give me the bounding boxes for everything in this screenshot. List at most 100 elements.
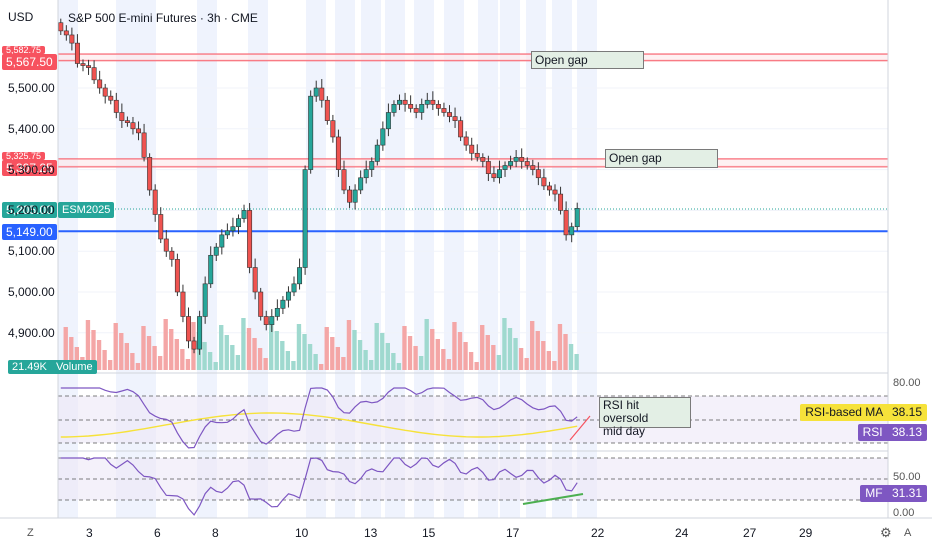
price-tick-label: 4,900.00 [8,325,55,340]
volume-bar [463,342,468,370]
rsi-ma-label: RSI-based MA [805,405,883,419]
volume-value: 21.49K [12,361,47,373]
currency-label[interactable]: USD [8,10,34,24]
volume-bar [474,362,479,370]
candle-body [191,340,197,350]
rsi-note-line-1: RSI hit oversold [603,398,649,425]
candle-body [435,104,441,109]
mf-mid-level: 50.00 [893,471,921,483]
candle-body [447,112,452,117]
rsi-panel [58,387,888,452]
rsi-ma-line [60,412,578,438]
candle-body [441,108,447,113]
rsi-line [60,387,578,449]
price-label-last: 5,205.00 [2,202,57,218]
time-tick-label: 13 [364,526,378,540]
volume-bar [157,356,163,370]
volume-bar [552,361,557,370]
candle-body [502,165,508,170]
volume-bar [319,364,324,370]
volume-bar [435,339,440,370]
candle-body [247,210,253,268]
candle-body [108,95,114,101]
candle-body [558,193,564,211]
candle-body [469,144,475,154]
time-axis-right-button[interactable]: A [904,527,912,539]
session-band [500,0,520,518]
volume-bar [113,323,118,370]
candle-body [508,161,514,166]
open-gap-note-1[interactable]: Open gap [531,51,644,69]
open-gap-note-2[interactable]: Open gap [605,149,718,168]
candle-body [86,65,92,68]
volume-bar [107,360,113,370]
candle-body [408,104,414,109]
volume-bar [257,348,263,370]
candle-body [202,283,208,317]
time-tick-label: 10 [295,526,309,540]
session-band [116,0,136,518]
candle-body [180,291,186,317]
volume-bar [224,335,229,370]
candle-body [385,112,391,130]
volume-bar [357,340,363,370]
time-axis-left-button[interactable]: Z [27,527,34,539]
candle-body [430,99,436,105]
volume-bar [502,318,507,370]
volume-bar [385,343,390,370]
candle-body [485,161,491,174]
volume-bar [430,329,435,370]
volume-bar [380,333,385,370]
candle-body [163,238,169,252]
candle-body [285,291,291,301]
volume-bar [202,342,207,370]
candle-body [374,144,380,162]
volume-label: Volume [55,361,93,373]
gear-icon[interactable]: ⚙ [880,525,892,540]
candle-body [513,157,519,162]
candle-body [363,169,369,179]
candle-body [152,189,158,215]
candle-body [297,267,303,285]
volume-bar [396,363,402,370]
candle-body [302,169,308,268]
candle-body [569,226,575,236]
candle-body [130,122,136,130]
candle-body [369,161,375,170]
volume-bar [180,349,185,370]
time-tick-label: 15 [422,526,436,540]
volume-bar [418,356,424,370]
candle-body [186,316,191,342]
candle-body [241,210,247,219]
candle-body [69,34,75,44]
candle-body [74,42,80,64]
candle-body [219,234,225,248]
candle-body [458,120,464,138]
rsi-value: 38.13 [891,425,922,439]
candle-body [574,208,580,228]
time-tick-label: 27 [743,526,757,540]
volume-bar [402,326,407,370]
candle-body [136,128,141,134]
candle-body [80,63,86,66]
mf-label: MF [865,486,883,500]
candle-body [474,152,480,158]
rsi-oversold-note[interactable]: RSI hit oversold mid day [599,397,691,438]
volume-bar [330,337,335,370]
time-tick-label: 24 [675,526,689,540]
symbol-tag: ESM2025 [58,202,115,218]
candle-body [224,230,230,236]
volume-bar [163,319,168,370]
volume-bar [346,320,352,370]
volume-bar [368,360,374,370]
candle-body [402,99,408,105]
volume-bar [124,343,129,370]
rsi-zone [58,396,888,443]
candle-body [174,259,180,293]
session-band [361,0,381,518]
volume-bar [535,331,540,370]
candle-body [413,108,419,113]
volume-bar [196,332,202,370]
candle-body [347,189,353,203]
